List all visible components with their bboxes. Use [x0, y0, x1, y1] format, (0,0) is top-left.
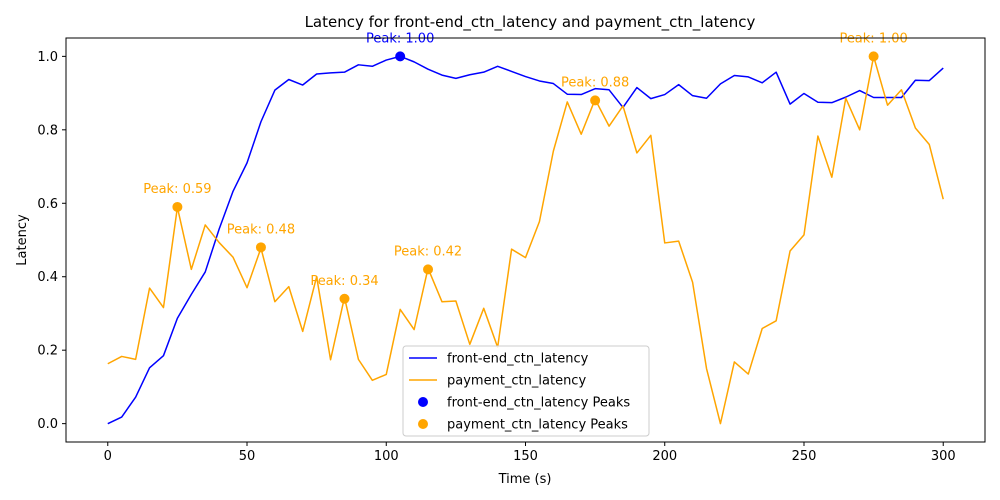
x-tick-label-300: 300 [931, 449, 956, 464]
peak-label-front-end-ctn-latency-105: Peak: 1.00 [366, 31, 434, 46]
peak-marker-payment-ctn-latency-275 [868, 51, 879, 62]
x-tick-label-0: 0 [104, 449, 112, 464]
legend-label-front-end-ctn-latency: front-end_ctn_latency [447, 352, 589, 367]
y-axis-label: Latency [15, 214, 30, 266]
y-tick-label-0.6: 0.6 [37, 197, 58, 212]
plot-content: Peak: 1.00 Peak: 0.59 Peak: 0.48 Peak: 0.34… [107, 31, 944, 425]
peak-label-payment-ctn-latency-275: Peak: 1.00 [839, 31, 907, 46]
peak-label-payment-ctn-latency-25: Peak: 0.59 [143, 182, 211, 197]
x-tick-label-100: 100 [374, 449, 399, 464]
legend-label-payment-ctn-latency-peaks: payment_ctn_latency Peaks [447, 418, 628, 433]
peak-marker-payment-ctn-latency-25 [172, 201, 183, 212]
x-tick-label-250: 250 [792, 449, 817, 464]
series-line-front-end-ctn-latency [107, 55, 944, 425]
y-tick-label-0.4: 0.4 [37, 270, 58, 285]
x-tick-label-50: 50 [239, 449, 256, 464]
axis-ticks: 0 50 100 150 200 250 300 0.0 0.2 0.4 0.6 0.8 1.0 [37, 50, 955, 464]
peak-marker-payment-ctn-latency-175 [590, 95, 601, 106]
legend-swatch-payment-ctn-latency-peaks [418, 419, 428, 429]
legend-label-front-end-ctn-latency-peaks: front-end_ctn_latency Peaks [447, 396, 630, 411]
x-axis-label: Time (s) [498, 472, 552, 487]
legend-box [402, 345, 650, 437]
legend: front-end_ctn_latency payment_ctn_latency… [402, 345, 650, 437]
peak-label-payment-ctn-latency-55: Peak: 0.48 [227, 222, 295, 237]
peak-label-payment-ctn-latency-175: Peak: 0.88 [561, 75, 629, 90]
peak-marker-payment-ctn-latency-55 [255, 242, 266, 253]
peak-label-payment-ctn-latency-115: Peak: 0.42 [394, 244, 462, 259]
peak-label-payment-ctn-latency-85: Peak: 0.34 [310, 274, 378, 289]
legend-swatch-front-end-ctn-latency-peaks [418, 397, 428, 407]
legend-label-payment-ctn-latency: payment_ctn_latency [447, 374, 586, 389]
chart-title: Latency for front-end_ctn_latency and pa… [305, 13, 756, 32]
y-tick-label-0.2: 0.2 [37, 344, 58, 359]
peak-marker-front-end-ctn-latency-105 [395, 51, 406, 62]
y-tick-label-1: 1.0 [37, 50, 58, 65]
x-tick-label-200: 200 [652, 449, 677, 464]
series-line-payment-ctn-latency [107, 55, 944, 425]
x-tick-label-150: 150 [513, 449, 538, 464]
peak-marker-payment-ctn-latency-115 [423, 264, 434, 275]
y-tick-label-0: 0.0 [37, 417, 58, 432]
y-tick-label-0.8: 0.8 [37, 123, 58, 138]
peak-marker-payment-ctn-latency-85 [339, 293, 350, 304]
